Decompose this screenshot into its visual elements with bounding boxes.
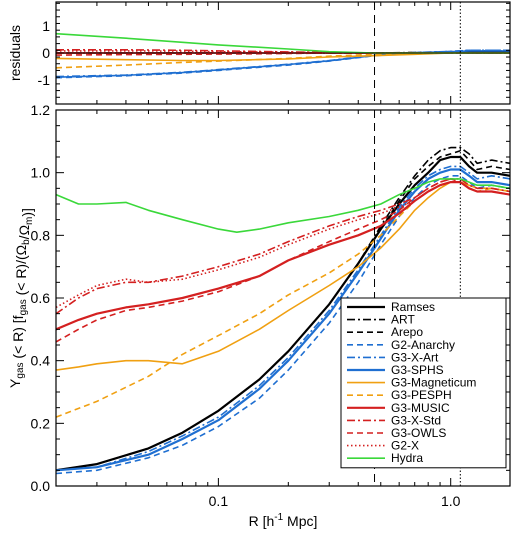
residuals-y-axis-title: residuals <box>7 25 23 81</box>
main-ytick-label: 1.2 <box>31 102 51 118</box>
y-axis-title-part: /Ω <box>16 225 32 239</box>
legend-label-art: ART <box>391 313 415 327</box>
legend-label-g3-music: G3-MUSIC <box>391 401 450 415</box>
residuals-ytick-label: -1 <box>38 72 51 88</box>
main-series-line-g3-sphs <box>56 168 510 472</box>
residuals-series-line-g3-pesph <box>56 52 510 69</box>
x-axis-title-part: -1 <box>274 512 283 523</box>
y-axis-title-part: b <box>21 239 32 245</box>
legend-label-g3-magneticum: G3-Magneticum <box>391 376 476 390</box>
main-legend: RamsesARTArepoG2-AnarchyG3-X-ArtG3-SPHSG… <box>340 297 507 469</box>
legend-label-g3-sphs: G3-SPHS <box>391 363 444 377</box>
y-axis-title-part: gas <box>15 362 26 378</box>
main-x-axis-title: R [h-1 Mpc] <box>249 512 318 529</box>
main-series-line-g3-x-std <box>56 178 510 315</box>
main-ytick-label: 0.8 <box>31 227 51 243</box>
x-axis-title-part: R [h <box>249 513 275 529</box>
main-xtick-label: 1.0 <box>441 493 461 509</box>
main-series-line-g3-music <box>56 181 510 331</box>
main-xtick-label: 0.1 <box>209 493 229 509</box>
y-axis-title-part: Y <box>7 378 23 388</box>
legend-label-g3-pesph: G3-PESPH <box>391 388 452 402</box>
y-axis-title-part: (< R)/(Ω <box>13 245 29 299</box>
residuals-series-line-g3-magneticum <box>56 52 510 62</box>
residuals-series-group <box>56 32 510 79</box>
legend-label-arepo: Arepo <box>391 325 423 339</box>
legend-label-g3-x-std: G3-X-Std <box>391 413 441 427</box>
x-axis-title-part: Mpc] <box>283 513 317 529</box>
main-y-axis-title: Ygas (< R) [fgas (< R)/(Ωb/Ωm)] <box>7 208 35 388</box>
legend-label-g3-owls: G3-OWLS <box>391 426 446 440</box>
main-ytick-label: 0.6 <box>31 290 51 306</box>
main-series-line-art <box>56 146 510 472</box>
residuals-series-line-g3-x-art <box>56 49 510 78</box>
legend-label-g2-anarchy: G2-Anarchy <box>391 338 455 352</box>
residuals-panel: -1 0 1 residuals <box>7 1 511 105</box>
residuals-series-line-g3-sphs <box>56 50 510 78</box>
legend-label-ramses: Ramses <box>391 300 435 314</box>
main-ytick-label: 0.4 <box>31 353 51 369</box>
y-axis-title-part: m <box>24 217 35 225</box>
main-ytick-label: 0.2 <box>31 415 51 431</box>
legend-label-hydra: Hydra <box>391 451 423 465</box>
main-series-line-g3-x-art <box>56 165 510 472</box>
main-panel: 0.0 0.2 0.4 0.6 0.8 1.0 1.2 0.1 1.0 Ygas (< R) [f… <box>7 102 511 529</box>
legend-label-g3-x-art: G3-X-Art <box>391 350 439 364</box>
main-series-group <box>56 146 510 475</box>
main-series-line-hydra <box>56 178 510 233</box>
main-ytick-label: 0.0 <box>31 478 51 494</box>
main-series-line-g3-magneticum <box>56 181 510 371</box>
y-axis-title-part: )] <box>19 208 35 217</box>
main-ytick-label: 1.0 <box>31 165 51 181</box>
residuals-frame <box>55 1 511 105</box>
legend-label-g2-x: G2-X <box>391 439 419 453</box>
y-axis-title-part: gas <box>18 299 29 315</box>
y-axis-title-part: (< R) [f <box>10 315 26 362</box>
main-series-line-g2-anarchy <box>56 175 510 475</box>
residuals-ytick-label: 0 <box>42 45 50 61</box>
residuals-ytick-label: 1 <box>42 18 50 34</box>
